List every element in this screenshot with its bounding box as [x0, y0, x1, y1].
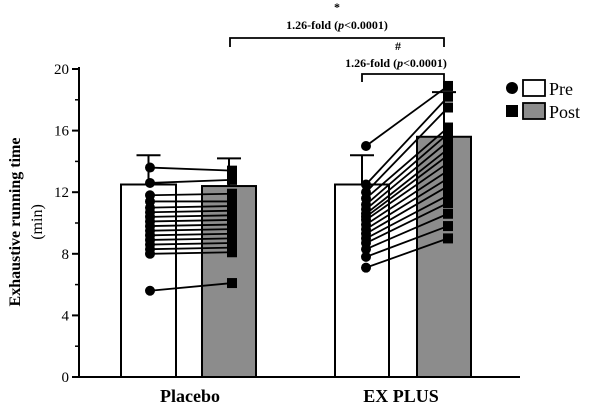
- pair-line: [365, 106, 449, 193]
- pair-line: [365, 126, 449, 200]
- pre-point: [145, 285, 155, 296]
- pair-line: [365, 148, 449, 215]
- pair-line: [365, 185, 449, 235]
- post-point: [443, 197, 453, 208]
- legend-pre-swatch: [522, 79, 546, 97]
- y-tick-label: 20: [54, 62, 69, 78]
- pair-line: [365, 85, 449, 147]
- post-point: [227, 165, 237, 176]
- legend: Pre Post: [506, 79, 580, 122]
- legend-pre-marker: [506, 82, 518, 94]
- pair-line: [149, 166, 233, 172]
- post-point: [443, 102, 453, 113]
- legend-post-swatch: [522, 102, 546, 120]
- pair-line: [149, 192, 233, 197]
- pre-point: [145, 190, 155, 201]
- post-point: [443, 233, 453, 244]
- y-tick-label: 4: [62, 308, 70, 324]
- pair-line: [149, 219, 233, 223]
- pair-line: [365, 132, 449, 206]
- pair-line: [149, 178, 233, 184]
- post-point: [227, 196, 237, 207]
- pair-line: [149, 251, 233, 255]
- pair-line: [149, 246, 233, 251]
- pre-point: [361, 262, 371, 273]
- pre-point: [361, 251, 371, 262]
- pre-point: [361, 141, 371, 151]
- post-point: [227, 278, 237, 289]
- post-point: [443, 80, 453, 91]
- paired-points: [145, 80, 453, 296]
- post-point: [443, 128, 453, 139]
- pair-line: [365, 202, 449, 244]
- pre-point: [145, 162, 155, 173]
- pre-point: [361, 179, 371, 190]
- category-label: Placebo: [160, 386, 220, 406]
- legend-post-marker: [506, 105, 518, 117]
- pre-point: [145, 177, 155, 188]
- post-point: [443, 208, 453, 219]
- x-axis-categories: Placebo EX PLUS: [160, 386, 439, 406]
- pair-line: [365, 177, 449, 230]
- pair-line: [365, 225, 449, 258]
- post-point: [443, 221, 453, 232]
- post-point: [443, 165, 453, 176]
- post-point: [443, 150, 453, 161]
- legend-post-label: Post: [549, 102, 580, 122]
- pair-line: [149, 209, 233, 214]
- significance-symbol: *: [334, 0, 340, 14]
- pair-line: [365, 140, 449, 210]
- significance-bracket: [229, 37, 445, 47]
- pair-line: [149, 205, 233, 209]
- significance-symbol: #: [395, 39, 401, 53]
- pair-line: [365, 169, 449, 226]
- pair-line: [149, 237, 233, 241]
- post-point: [443, 122, 453, 133]
- y-axis-label: Exhaustive running time: [7, 138, 24, 307]
- post-point: [443, 91, 453, 102]
- y-tick-label: 8: [62, 247, 70, 263]
- pair-line: [149, 223, 233, 227]
- post-point: [443, 144, 453, 155]
- y-axis-unit: (min): [29, 204, 46, 240]
- annotation-text: 1.26-fold (p<0.0001): [345, 56, 447, 70]
- post-point: [443, 136, 453, 147]
- pair-line: [365, 212, 449, 251]
- pair-line: [365, 154, 449, 218]
- pair-line: [149, 242, 233, 246]
- post-point: [227, 174, 237, 185]
- post-point: [443, 181, 453, 192]
- pre-point: [361, 187, 371, 198]
- pair-line: [149, 282, 233, 292]
- significance-bracket: [361, 73, 445, 82]
- post-point: [227, 188, 237, 199]
- post-point: [443, 157, 453, 168]
- pair-line: [149, 214, 233, 218]
- pair-line: [365, 237, 449, 269]
- y-tick-label: 12: [54, 185, 69, 201]
- pair-line: [149, 232, 233, 237]
- y-tick-label: 16: [54, 124, 70, 140]
- post-point: [443, 190, 453, 201]
- pair-line: [365, 96, 449, 186]
- pair-line: [365, 194, 449, 240]
- annotation-text: 1.26-fold (p<0.0001): [286, 18, 388, 32]
- pair-line: [365, 162, 449, 221]
- legend-pre-label: Pre: [549, 79, 573, 99]
- pair-line: [149, 228, 233, 232]
- significance-annotations: * 1.26-fold (p<0.0001) #1.26-fold (p<0.000…: [229, 0, 447, 82]
- y-tick-label: 0: [62, 370, 70, 386]
- post-point: [443, 173, 453, 184]
- category-label: EX PLUS: [363, 386, 439, 406]
